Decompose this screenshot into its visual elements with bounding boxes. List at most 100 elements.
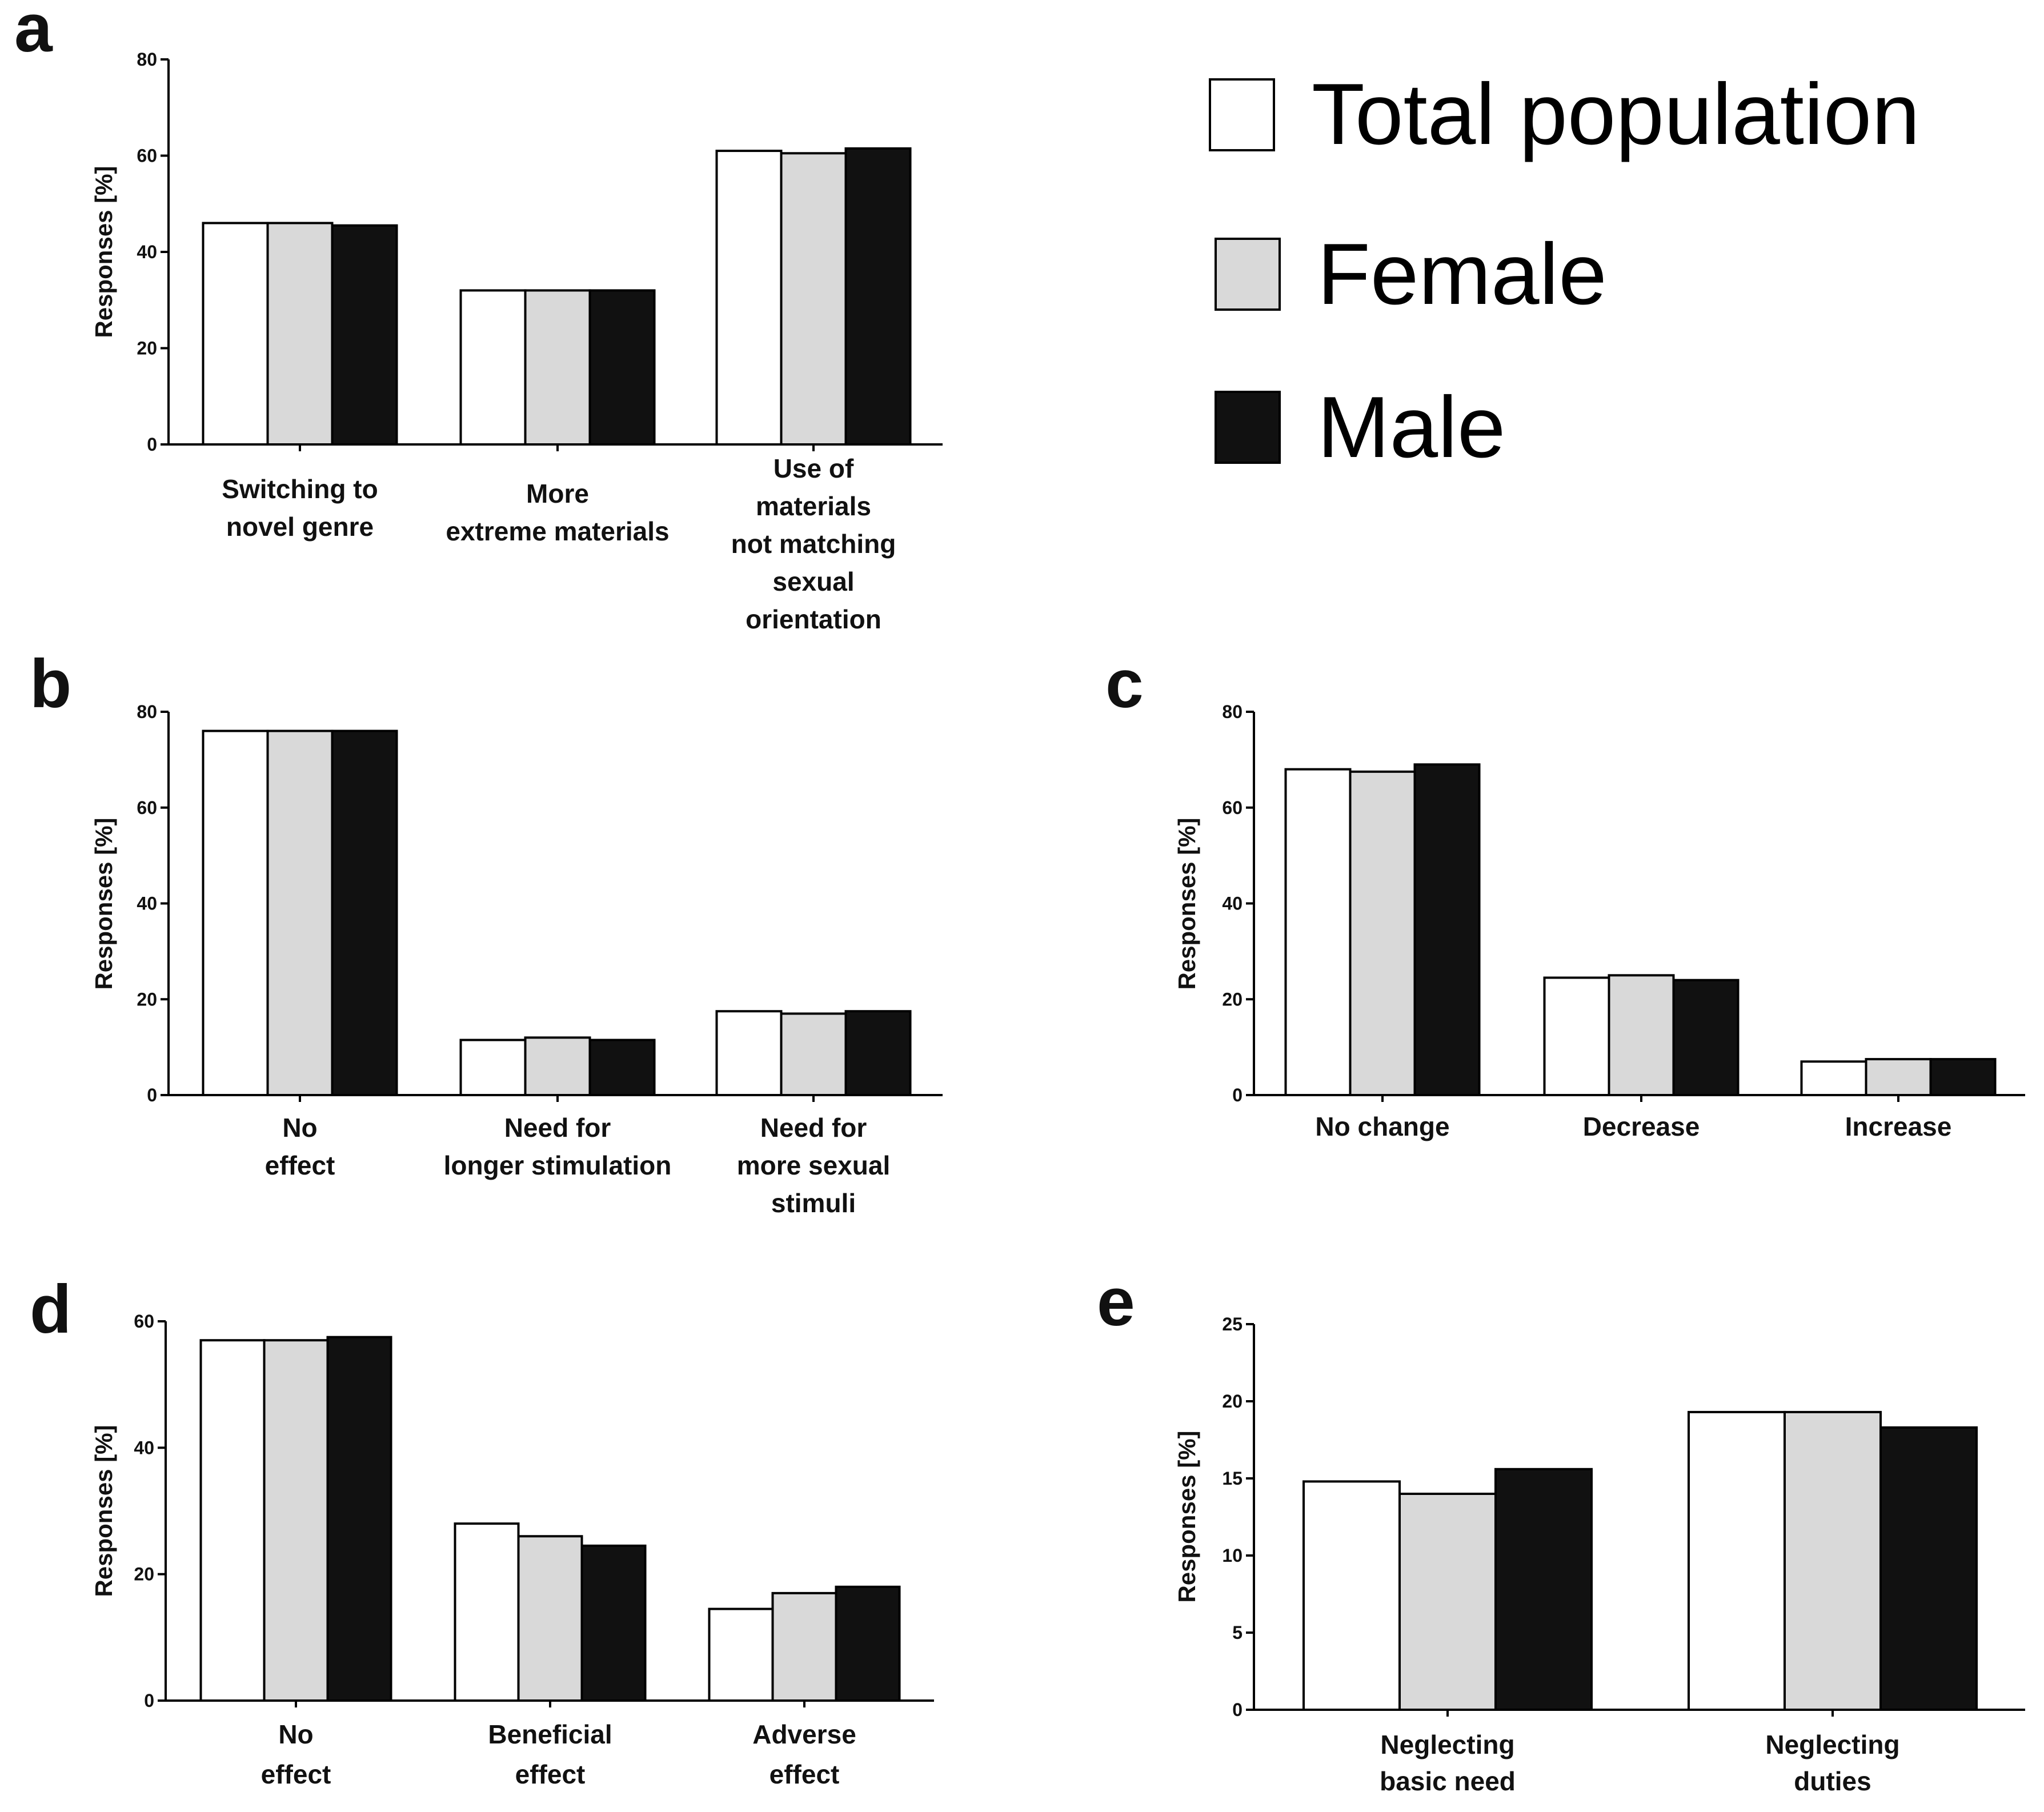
bar-b-male-0 — [331, 729, 398, 1097]
x-category-label-line: effect — [261, 1759, 331, 1789]
x-category-label-line: No — [282, 1113, 317, 1142]
x-category-label-line: Switching to — [222, 474, 378, 504]
y-tick-label: 15 — [1222, 1468, 1243, 1489]
x-category-label: No effect — [261, 1719, 331, 1789]
bar-d-total-0 — [199, 1339, 266, 1702]
bar-b-male-1 — [588, 1039, 656, 1096]
x-category-label-line: Adverse — [752, 1719, 856, 1749]
bar-c-total-2 — [1800, 1060, 1867, 1096]
panel-letter-a: a — [14, 0, 53, 66]
x-category-label-line: orientation — [746, 604, 881, 634]
bar-b-female-1 — [524, 1036, 591, 1096]
bar-c-female-2 — [1865, 1058, 1932, 1096]
x-category-label-line: effect — [515, 1759, 586, 1789]
x-category-label-line: extreme materials — [446, 516, 669, 546]
x-category-label-line: stimuli — [771, 1188, 856, 1218]
y-tick-label: 20 — [137, 338, 157, 359]
legend-swatch-total — [1209, 78, 1275, 151]
y-tick-label: 10 — [1222, 1545, 1243, 1566]
y-tick-label: 80 — [137, 49, 157, 70]
panel-e: e Responses [%] 0 5 10 15 20 25 Neglecting basic … — [1097, 1264, 2025, 1796]
bar-c-female-0 — [1349, 770, 1416, 1096]
x-category-label-line: sexual — [772, 567, 854, 596]
y-tick-label: 25 — [1222, 1314, 1243, 1334]
y-tick-label: 60 — [134, 1311, 154, 1332]
bar-c-total-1 — [1543, 976, 1610, 1096]
y-tick-label: 40 — [137, 893, 157, 914]
x-category-label-line: effect — [265, 1150, 335, 1180]
x-category-label-line: effect — [769, 1759, 840, 1789]
bar-d-total-2 — [708, 1607, 774, 1702]
panel-letter-c: c — [1105, 646, 1144, 722]
y-tick-label: 20 — [1222, 989, 1243, 1009]
bar-e-male-1 — [1879, 1426, 1978, 1711]
y-tick-label: 40 — [137, 242, 157, 262]
bar-c-total-0 — [1284, 768, 1352, 1096]
y-axis-label: Responses [%] — [1173, 1430, 1200, 1602]
panel-b: b Responses [%] 0 20 40 60 80 No effect Need for l… — [30, 646, 943, 1218]
x-category-label: Adverse effect — [752, 1719, 856, 1789]
bar-e-male-0 — [1494, 1468, 1593, 1711]
y-tick-label: 20 — [137, 989, 157, 1009]
bar-d-female-0 — [263, 1339, 329, 1702]
bar-d-male-1 — [580, 1544, 647, 1702]
panel-letter-e: e — [1097, 1264, 1135, 1340]
bar-a-male-2 — [844, 147, 912, 446]
x-category-label-line: materials — [756, 491, 871, 521]
x-category-label: Switching to novel genre — [222, 474, 378, 542]
bar-e-total-1 — [1688, 1410, 1786, 1711]
y-tick-label: 0 — [144, 1690, 154, 1711]
bar-c-male-1 — [1672, 979, 1740, 1096]
x-category-label: Use of materials not matching sexual orienta… — [731, 454, 896, 634]
x-category-label: Neglecting duties — [1765, 1730, 1899, 1796]
bar-c-male-2 — [1929, 1058, 1997, 1096]
x-category-label: Beneficial effect — [488, 1719, 612, 1789]
bar-b-female-2 — [780, 1012, 847, 1096]
y-tick-label: 0 — [1232, 1699, 1243, 1720]
x-category-label-line: novel genre — [226, 512, 374, 542]
bar-b-total-1 — [459, 1039, 527, 1096]
x-category-label-line: Beneficial — [488, 1719, 612, 1749]
bar-a-total-2 — [715, 150, 783, 446]
x-category-label-line: basic need — [1380, 1766, 1516, 1796]
x-category-label-line: No change — [1315, 1112, 1449, 1141]
y-axis-label: Responses [%] — [90, 166, 117, 338]
y-tick-label: 60 — [137, 146, 157, 166]
x-category-label-line: Decrease — [1583, 1112, 1700, 1141]
bar-d-total-1 — [454, 1522, 520, 1702]
legend-swatch-male — [1215, 391, 1281, 464]
y-tick-label: 80 — [137, 701, 157, 722]
legend: Total population Female Male — [1209, 66, 1920, 476]
x-category-label-line: Increase — [1845, 1112, 1952, 1141]
y-tick-label: 60 — [137, 797, 157, 818]
x-category-label-line: Need for — [760, 1113, 867, 1142]
panel-a: a Responses [%] 0 20 40 60 80 Switching to novel… — [14, 0, 943, 634]
y-axis-label: Responses [%] — [1173, 817, 1200, 989]
bar-a-female-2 — [780, 152, 847, 446]
bar-c-male-0 — [1413, 763, 1481, 1096]
bar-d-male-2 — [835, 1585, 901, 1702]
x-category-label-line: Use of — [773, 454, 854, 483]
bar-a-male-1 — [588, 289, 656, 446]
x-category-label: No change — [1315, 1112, 1449, 1141]
panel-c: c Responses [%] 0 20 40 60 80 No change Decrease… — [1105, 646, 2025, 1141]
y-tick-label: 60 — [1222, 797, 1243, 818]
bar-b-total-0 — [202, 729, 269, 1097]
panel-d: d Responses [%] 0 20 40 60 No effect Beneficial e… — [30, 1271, 934, 1789]
x-category-label-line: duties — [1794, 1766, 1871, 1796]
y-tick-label: 5 — [1232, 1622, 1243, 1643]
x-category-label-line: not matching — [731, 529, 896, 559]
x-category-label: More extreme materials — [446, 479, 669, 546]
x-category-label-line: Need for — [504, 1113, 611, 1142]
x-category-label: Increase — [1845, 1112, 1952, 1141]
bar-d-female-1 — [517, 1535, 583, 1702]
y-tick-label: 0 — [147, 434, 157, 455]
y-tick-label: 40 — [134, 1437, 154, 1458]
legend-label-total: Total population — [1312, 66, 1920, 163]
bar-a-female-0 — [266, 222, 334, 446]
bar-a-total-1 — [459, 289, 527, 446]
legend-swatch-female — [1215, 238, 1281, 311]
x-category-label-line: No — [278, 1719, 313, 1749]
bar-b-female-0 — [266, 729, 334, 1097]
